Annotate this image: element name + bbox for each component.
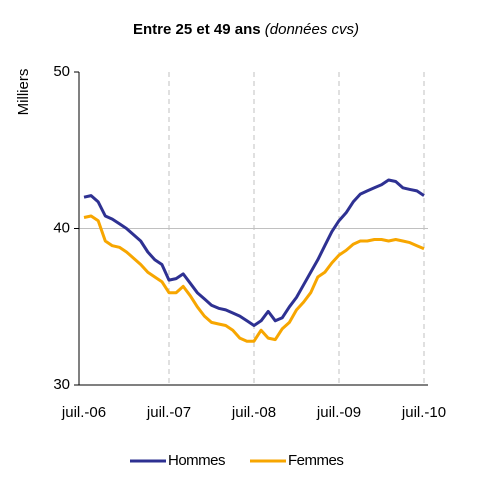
y-axis-label: Milliers (15, 69, 32, 116)
chart-title: Entre 25 et 49 ans (données cvs) (133, 21, 359, 38)
x-tick-label: juil.-08 (231, 404, 276, 421)
x-tick-label: juil.-09 (316, 404, 361, 421)
legend-label: Hommes (168, 452, 225, 469)
y-tick-label: 50 (53, 63, 70, 80)
series-line (83, 178, 425, 327)
x-tick-label: juil.-10 (401, 404, 446, 421)
legend-label: Femmes (288, 452, 343, 469)
subtitle: (données cvs) (265, 21, 359, 38)
title: Entre 25 et 49 ans (133, 21, 261, 38)
x-tick-label: juil.-07 (146, 404, 191, 421)
y-tick-label: 40 (53, 219, 70, 236)
series-line (83, 214, 425, 343)
x-tick-label: juil.-06 (61, 404, 106, 421)
y-tick-label: 30 (53, 376, 70, 393)
